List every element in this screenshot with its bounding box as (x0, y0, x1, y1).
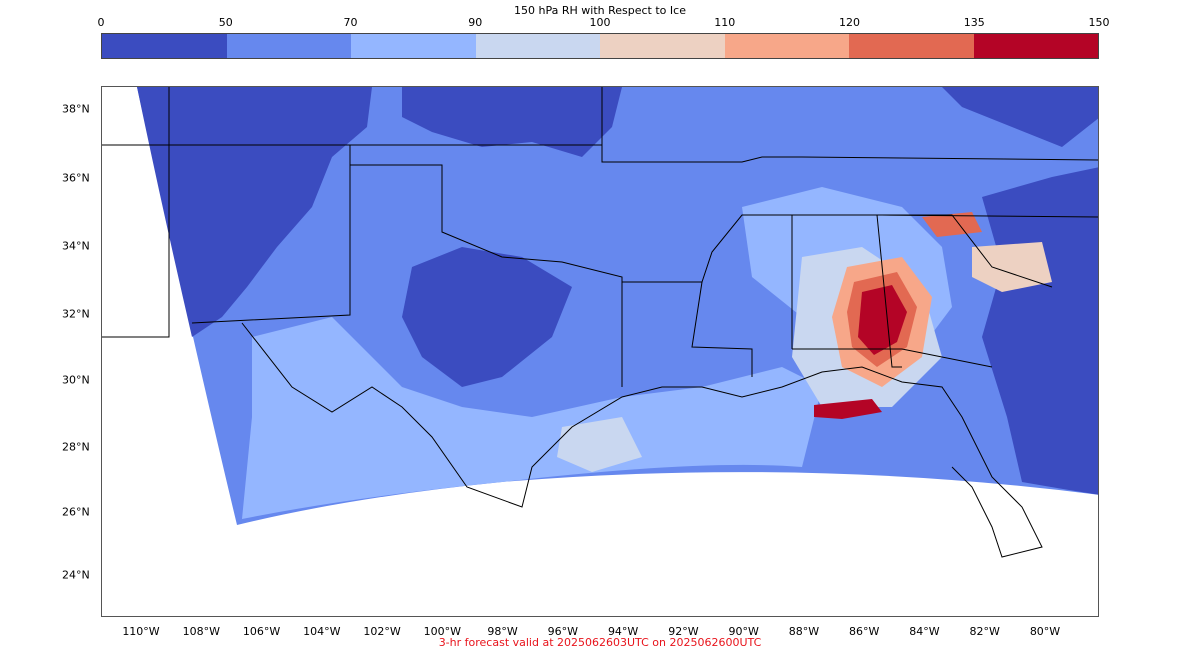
longitude-label: 84°W (909, 625, 940, 638)
colorbar-segment (475, 34, 600, 58)
colorbar-tick-label: 0 (97, 16, 105, 29)
longitude-label: 96°W (547, 625, 579, 638)
colorbar-tick-label: 70 (343, 16, 358, 29)
longitude-label: 110°W (122, 625, 160, 638)
longitude-label: 108°W (182, 625, 220, 638)
latitude-label: 26°N (62, 505, 90, 519)
colorbar-tick-label: 120 (839, 16, 860, 29)
rh-0-50-ne (942, 87, 1098, 147)
latitude-label: 24°N (62, 568, 90, 582)
longitude-label: 106°W (242, 625, 281, 638)
rh-90-100-gulf (557, 417, 642, 472)
colorbar-segment (102, 34, 227, 58)
rh-0-50-central (402, 247, 572, 387)
map-panel (101, 86, 1099, 617)
longitude-label: 80°W (1029, 625, 1061, 638)
longitude-label: 94°W (607, 625, 639, 638)
colorbar-segment (600, 34, 725, 58)
rh-field-map (102, 87, 1098, 558)
longitude-label: 90°W (728, 625, 759, 638)
longitude-label: 104°W (303, 625, 341, 638)
colorbar-tick-label: 150 (1088, 16, 1110, 29)
colorbar-segment (724, 34, 849, 58)
colorbar-segment (973, 34, 1098, 58)
rh-0-50-north (402, 87, 622, 157)
rh-100-110-ga (972, 242, 1052, 292)
latitude-label: 28°N (62, 440, 90, 454)
colorbar-tick-label: 90 (468, 16, 483, 29)
state-borders (102, 87, 1098, 558)
colorbar-tick-label: 110 (714, 16, 736, 29)
colorbar-segment (849, 34, 974, 58)
latitude-label: 36°N (62, 171, 90, 185)
longitude-label: 100°W (423, 625, 462, 638)
rh-70-90-south (242, 317, 822, 519)
rh-135-150-core (858, 285, 907, 355)
rh-120-135-ne (922, 212, 982, 237)
latitude-label: 30°N (62, 373, 90, 387)
latitude-label: 38°N (62, 102, 90, 116)
colorbar-tick-label: 100 (589, 16, 611, 29)
longitude-label: 98°W (487, 625, 518, 638)
colorbar-title: 150 hPa RH with Respect to Ice (514, 4, 686, 17)
colorbar-segment (351, 34, 476, 58)
longitude-label: 86°W (849, 625, 880, 638)
latitude-label: 34°N (62, 239, 90, 253)
forecast-valid-caption: 3-hr forecast valid at 2025062603UTC on … (438, 636, 762, 649)
rh-135-150-south (814, 399, 882, 419)
rh-0-50-west (137, 87, 372, 337)
colorbar-tick-label: 135 (963, 16, 985, 29)
longitude-label: 92°W (668, 625, 699, 638)
colorbar-segment (226, 34, 351, 58)
colorbar (101, 33, 1099, 59)
longitude-label: 88°W (788, 625, 820, 638)
longitude-label: 102°W (363, 625, 401, 638)
latitude-label: 32°N (62, 307, 90, 321)
longitude-label: 82°W (969, 625, 1000, 638)
colorbar-tick-label: 50 (218, 16, 233, 29)
